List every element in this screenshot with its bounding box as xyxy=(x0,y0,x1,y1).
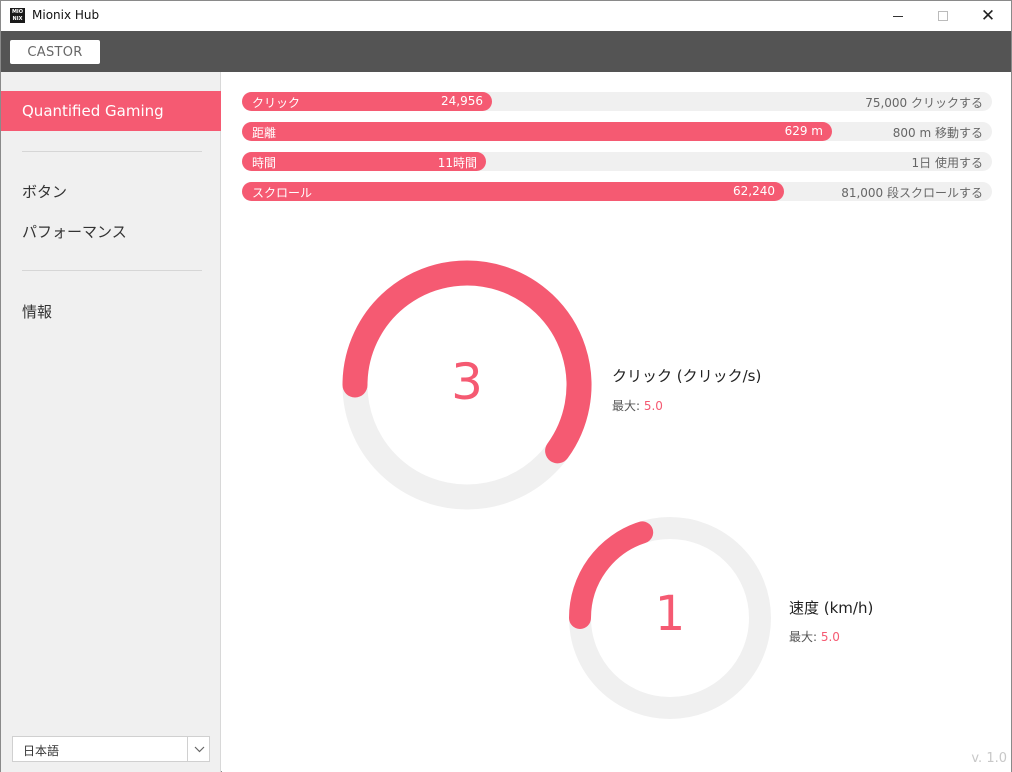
select-divider xyxy=(187,737,188,761)
stat-value: 24,956 xyxy=(441,94,483,108)
stat-value: 62,240 xyxy=(733,184,775,198)
version-label: v. 1.0 xyxy=(971,751,1007,766)
gauge-max-label: 最大: xyxy=(612,399,644,413)
sidebar-item-buttons[interactable]: ボタン xyxy=(22,183,68,201)
gauge-title: 速度 (km/h) xyxy=(789,599,874,617)
stat-label: 時間 xyxy=(252,156,277,170)
language-value: 日本語 xyxy=(23,744,60,758)
stat-fill xyxy=(242,182,784,201)
gauge-max: 最大: 5.0 xyxy=(789,628,840,645)
stat-label: クリック xyxy=(252,96,301,110)
window-title: Mionix Hub xyxy=(32,8,100,22)
stat-value: 629 m xyxy=(784,124,823,138)
sidebar-item-performance[interactable]: パフォーマンス xyxy=(22,223,127,241)
chevron-down-icon[interactable] xyxy=(194,740,205,761)
stat-value: 11時間 xyxy=(437,156,477,170)
maximize-icon xyxy=(938,11,948,21)
stat-label: 距離 xyxy=(252,126,277,140)
sidebar-item-info[interactable]: 情報 xyxy=(22,303,53,321)
close-button[interactable]: ✕ xyxy=(965,1,1011,31)
minimize-icon xyxy=(893,15,903,17)
stat-bar-time: 時間 11時間 1日 使用する xyxy=(242,152,992,171)
stat-goal: 81,000 段スクロールする xyxy=(841,186,983,200)
stat-goal: 800 m 移動する xyxy=(892,126,983,140)
device-bar: CASTOR xyxy=(1,31,1011,72)
device-tab[interactable]: CASTOR xyxy=(10,40,100,64)
close-icon: ✕ xyxy=(980,5,996,26)
gauge-max: 最大: 5.0 xyxy=(612,397,663,414)
gauge-value: 1 xyxy=(654,586,686,642)
stat-bar-scroll: スクロール 62,240 81,000 段スクロールする xyxy=(242,182,992,201)
gauge-arc xyxy=(342,260,592,464)
minimize-button[interactable] xyxy=(875,1,921,31)
stat-goal: 75,000 クリックする xyxy=(865,96,983,110)
clicks-per-second-gauge xyxy=(342,260,592,510)
sidebar: Quantified Gaming ボタン パフォーマンス 情報 日本語 xyxy=(1,72,221,772)
stat-fill xyxy=(242,122,832,141)
main-panel: クリック 24,956 75,000 クリックする 距離 629 m 800 m… xyxy=(222,72,1011,772)
gauge-max-value: 5.0 xyxy=(643,399,663,413)
sidebar-divider xyxy=(22,270,202,271)
sidebar-item-quantified-gaming[interactable]: Quantified Gaming xyxy=(1,91,221,131)
stat-goal: 1日 使用する xyxy=(911,156,983,170)
mionix-logo-icon: MIO NIX xyxy=(10,8,25,23)
gauge-title: クリック (クリック/s) xyxy=(612,367,762,385)
stat-label: スクロール xyxy=(252,186,313,200)
sidebar-divider xyxy=(22,151,202,152)
gauge-max-value: 5.0 xyxy=(820,630,840,644)
title-bar[interactable]: MIO NIX Mionix Hub ✕ xyxy=(1,1,1011,31)
stat-bar-distance: 距離 629 m 800 m 移動する xyxy=(242,122,992,141)
speed-gauge xyxy=(569,517,771,719)
stat-fill xyxy=(242,152,486,171)
language-select[interactable]: 日本語 xyxy=(12,736,210,762)
gauge-value: 3 xyxy=(451,353,483,411)
maximize-button[interactable] xyxy=(920,1,966,31)
gauge-arc xyxy=(569,521,654,629)
stat-fill xyxy=(242,92,492,111)
gauge-max-label: 最大: xyxy=(789,630,821,644)
stat-bar-clicks: クリック 24,956 75,000 クリックする xyxy=(242,92,992,111)
